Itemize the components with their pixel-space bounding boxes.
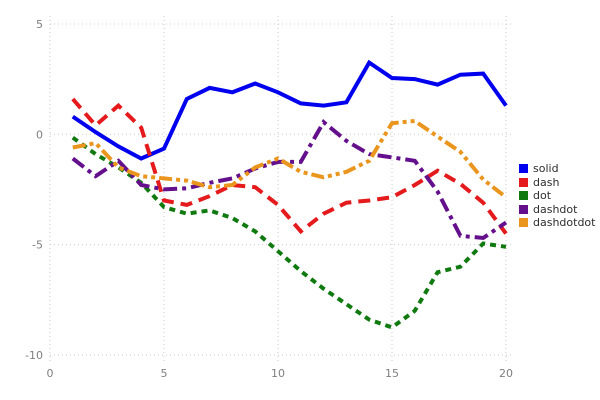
legend-item-dash: dash (519, 176, 595, 190)
legend-label: dashdot (533, 202, 578, 216)
legend-item-dashdot: dashdot (519, 203, 595, 217)
x-tick-label: 0 (47, 367, 54, 380)
x-tick-label: 5 (161, 367, 168, 380)
legend-label: dashdotdot (533, 216, 596, 230)
legend-item-dashdotdot: dashdotdot (519, 216, 595, 230)
legend-item-dot: dot (519, 189, 595, 203)
legend-swatch-dashdotdot (519, 218, 528, 228)
series-line-dashdot (71, 119, 508, 241)
legend-item-solid: solid (519, 162, 595, 176)
legend-swatch-dashdot (519, 204, 528, 214)
legend-label: dash (533, 175, 560, 189)
x-tick-label: 20 (499, 367, 513, 380)
series-line-solid (71, 59, 508, 161)
legend-label: dot (533, 189, 552, 203)
series-line-dashdotdot (72, 118, 508, 199)
series-line-dash (71, 97, 508, 235)
legend-swatch-dot (519, 191, 528, 201)
legend: solid dash dot dashdot dashdotdot (519, 162, 595, 230)
y-tick-label: -5 (32, 239, 43, 252)
x-tick-label: 10 (271, 367, 285, 380)
legend-swatch-dash (519, 177, 528, 187)
legend-label: solid (533, 162, 559, 176)
y-tick-label: -10 (25, 349, 43, 362)
x-tick-label: 15 (385, 367, 399, 380)
series-line-dot (71, 135, 507, 330)
y-tick-label: 0 (36, 128, 43, 141)
y-tick-label: 5 (36, 18, 43, 31)
legend-swatch-solid (519, 164, 528, 174)
